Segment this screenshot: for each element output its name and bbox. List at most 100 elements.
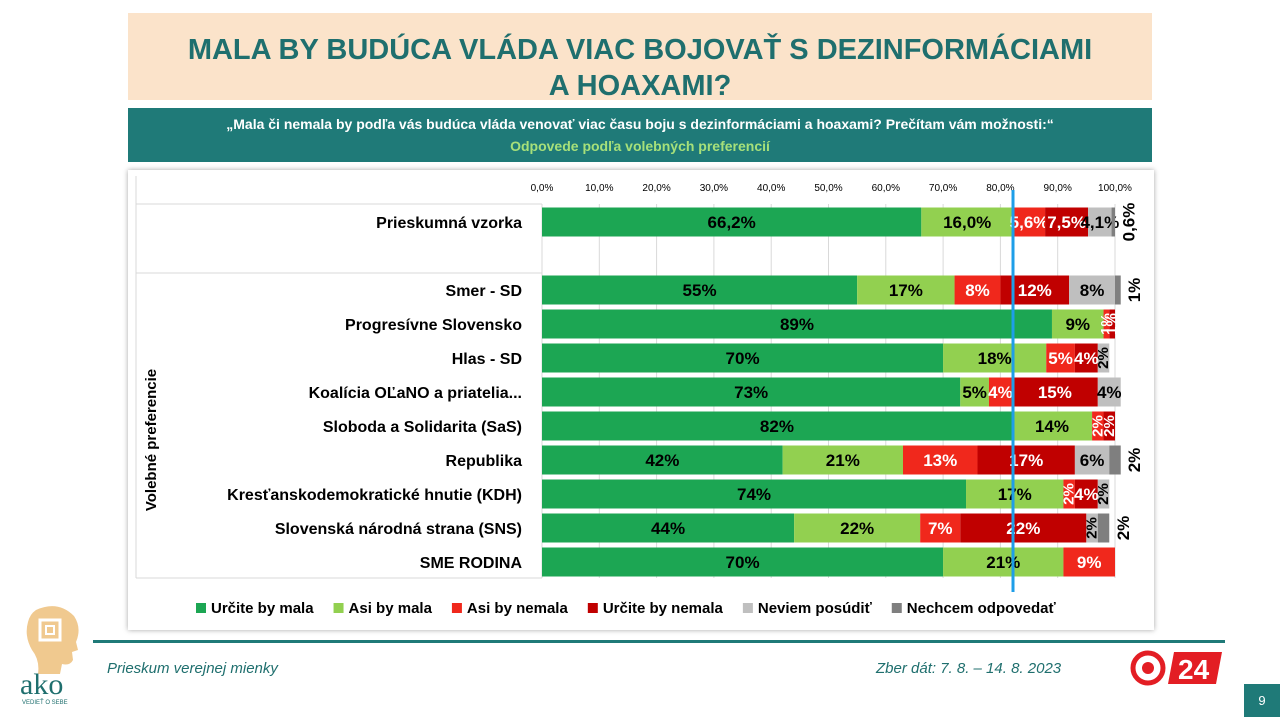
data-label: 4%	[988, 383, 1013, 402]
data-label: 9%	[1077, 553, 1102, 572]
bar-segment	[966, 479, 1064, 509]
bar-segment	[1092, 411, 1104, 441]
data-label: 22%	[1006, 519, 1040, 538]
legend-label: Asi by mala	[349, 600, 433, 617]
data-label: 2%	[1114, 516, 1133, 541]
bar-segment	[1046, 343, 1075, 373]
bar-segment	[960, 513, 1087, 543]
data-label: 14%	[1035, 417, 1069, 436]
bar-segment	[1111, 207, 1115, 237]
bar-segment	[977, 445, 1075, 475]
bar-segment	[782, 445, 903, 475]
data-label: 9%	[1065, 315, 1090, 334]
bar-segment	[1097, 343, 1110, 373]
title-banner: MALA BY BUDÚCA VLÁDA VIAC BOJOVAŤ S DEZI…	[128, 13, 1152, 102]
legend-swatch	[891, 603, 902, 613]
bar-segment	[542, 479, 967, 509]
bar-segment	[1069, 275, 1115, 305]
legend-swatch	[333, 603, 344, 613]
bar-segment	[1074, 343, 1098, 373]
data-label: 66,2%	[708, 213, 756, 232]
chart-frame: 0,0% 10,0% 20,0% 30,0% 40,0% 50,0% 60,0% 70,0% 8…	[128, 170, 1154, 630]
data-label: 17%	[998, 485, 1032, 504]
data-label: 17%	[889, 281, 923, 300]
data-label: 7,5%	[1047, 213, 1086, 232]
bar-segment	[1011, 411, 1093, 441]
legend-swatch	[587, 603, 598, 613]
bar-segment	[542, 377, 961, 407]
svg-text:ako: ako	[20, 668, 63, 701]
bar-segment	[943, 547, 1064, 577]
bar-segment	[1097, 513, 1110, 543]
category-label: Smer - SD	[446, 283, 522, 300]
bar-segment	[943, 343, 1047, 373]
page-number: 9	[1244, 684, 1280, 717]
legend-label: Asi by nemala	[467, 600, 569, 617]
data-label: 16,0%	[943, 213, 991, 232]
stacked-bar-chart: 0,0% 10,0% 20,0% 30,0% 40,0% 50,0% 60,0% 70,0% 8…	[135, 176, 1144, 617]
title-line-1: MALA BY BUDÚCA VLÁDA VIAC BOJOVAŤ S DEZI…	[187, 34, 1093, 66]
ako-logo: ako VEDIEŤ O SEBE	[18, 602, 88, 706]
x-tick-label: 60,0%	[872, 183, 900, 194]
x-tick-label: 70,0%	[929, 183, 957, 194]
category-label: Republika	[446, 453, 523, 470]
bar-segment	[1097, 377, 1121, 407]
bar-segment	[542, 411, 1012, 441]
title-line-2: A HOAXAMI?	[548, 70, 732, 102]
legend-swatch	[196, 603, 206, 613]
data-label: 70%	[726, 349, 760, 368]
bar-segment	[1074, 445, 1110, 475]
category-label: Progresívne Slovensko	[345, 317, 522, 334]
data-label: 2%	[1089, 415, 1106, 437]
x-tick-label: 20,0%	[642, 183, 670, 194]
bar-segment	[857, 275, 955, 305]
bar-segment	[1011, 377, 1098, 407]
bar-segment	[542, 275, 858, 305]
data-label: 42%	[645, 451, 679, 470]
bar-segment	[794, 513, 921, 543]
data-label: 4%	[1074, 349, 1099, 368]
x-tick-label: 90,0%	[1044, 183, 1072, 194]
bar-segment	[1103, 411, 1115, 441]
chart-subtitle: Odpovede podľa volebných preferencií	[510, 138, 770, 154]
data-label: 44%	[651, 519, 685, 538]
legend-swatch	[742, 603, 753, 613]
bar-segment	[542, 207, 922, 237]
data-label: 82%	[760, 417, 794, 436]
data-label: 74%	[737, 485, 771, 504]
legend-label: Nechcem odpovedať	[907, 600, 1057, 617]
data-label: 2%	[1084, 517, 1101, 539]
bar-segment	[902, 445, 978, 475]
data-label: 55%	[683, 281, 717, 300]
footer-left-text: Prieskum verejnej mienky	[107, 660, 278, 677]
data-label: 2%	[1095, 347, 1112, 369]
question-banner: „Mala či nemala by podľa vás budúca vlád…	[128, 108, 1152, 162]
footer-divider	[93, 640, 1225, 643]
data-label: 73%	[734, 383, 768, 402]
data-label: 13%	[923, 451, 957, 470]
x-tick-label: 40,0%	[757, 183, 785, 194]
data-label: 18%	[978, 349, 1012, 368]
bar-segment	[921, 207, 1014, 237]
legend-swatch	[451, 603, 462, 613]
x-tick-label: 50,0%	[814, 183, 842, 194]
data-label: 6%	[1080, 451, 1105, 470]
bar-segment	[1063, 479, 1075, 509]
data-label: 22%	[840, 519, 874, 538]
bar-segment	[1088, 207, 1112, 237]
data-label: 2%	[1125, 448, 1144, 473]
legend-label: Určite by nemala	[603, 600, 724, 617]
data-label: 7%	[928, 519, 953, 538]
x-tick-label: 100,0%	[1098, 183, 1132, 194]
category-label: Slovenská národná strana (SNS)	[275, 521, 522, 538]
data-label: 5%	[1048, 349, 1073, 368]
data-label: 4%	[1097, 383, 1122, 402]
bar-segment	[1051, 309, 1104, 339]
data-label: 17%	[1009, 451, 1043, 470]
bar-segment	[542, 547, 944, 577]
bar-segment	[1109, 445, 1121, 475]
data-label: 0,6%	[1120, 203, 1139, 242]
bar-segment	[1063, 547, 1115, 577]
bar-segment	[542, 513, 795, 543]
category-label: SME RODINA	[420, 555, 523, 572]
